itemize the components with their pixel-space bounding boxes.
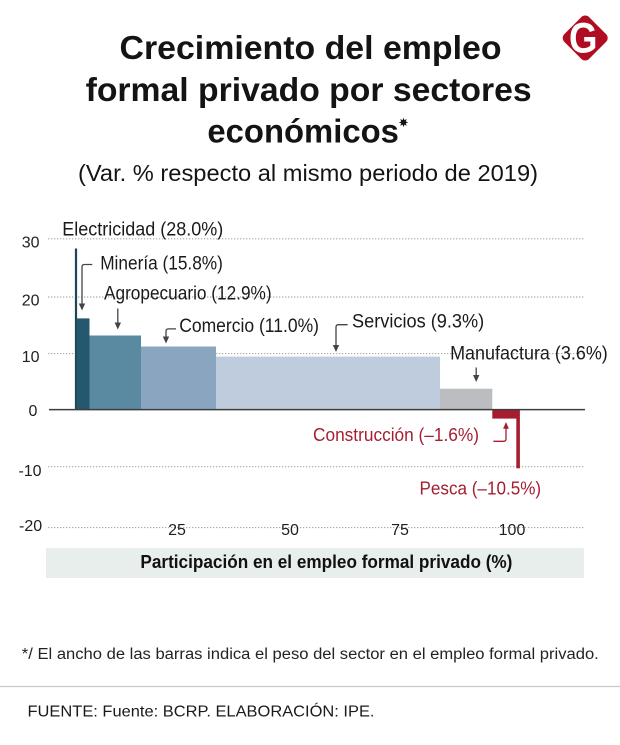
svg-text:10: 10 (22, 349, 40, 366)
svg-text:Minería (15.8%): Minería (15.8%) (100, 253, 223, 275)
svg-text:Agropecuario (12.9%): Agropecuario (12.9%) (104, 283, 272, 305)
svg-text:75: 75 (391, 522, 409, 539)
svg-text:Pesca (–10.5%): Pesca (–10.5%) (420, 479, 542, 499)
svg-text:Servicios (9.3%): Servicios (9.3%) (352, 311, 484, 333)
svg-text:0: 0 (29, 403, 38, 420)
svg-text:Comercio (11.0%): Comercio (11.0%) (179, 315, 319, 337)
svg-text:25: 25 (168, 522, 186, 539)
svg-text:económicos: económicos (207, 113, 399, 150)
svg-text:Participación en el empleo for: Participación en el empleo formal privad… (140, 552, 512, 572)
svg-text:Electricidad (28.0%): Electricidad (28.0%) (62, 218, 223, 240)
svg-text:50: 50 (281, 522, 299, 539)
svg-text:(Var. % respecto al mismo peri: (Var. % respecto al mismo periodo de 201… (78, 160, 538, 186)
svg-text:-10: -10 (18, 463, 41, 480)
svg-text:Crecimiento del empleo: Crecimiento del empleo (120, 29, 502, 66)
svg-text:G: G (569, 15, 598, 62)
svg-text:formal privado por sectores: formal privado por sectores (86, 71, 532, 108)
svg-text:*/ El ancho de las barras indi: */ El ancho de las barras indica el peso… (22, 646, 599, 663)
svg-text:Construcción (–1.6%): Construcción (–1.6%) (313, 425, 479, 445)
svg-text:20: 20 (22, 293, 40, 310)
svg-text:Manufactura (3.6%): Manufactura (3.6%) (450, 343, 608, 365)
svg-text:FUENTE: Fuente: BCRP. ELABORAC: FUENTE: Fuente: BCRP. ELABORACIÓN: IPE. (28, 702, 375, 721)
svg-text:100: 100 (499, 522, 526, 539)
svg-text:30: 30 (22, 235, 40, 252)
svg-text:-20: -20 (19, 518, 42, 535)
